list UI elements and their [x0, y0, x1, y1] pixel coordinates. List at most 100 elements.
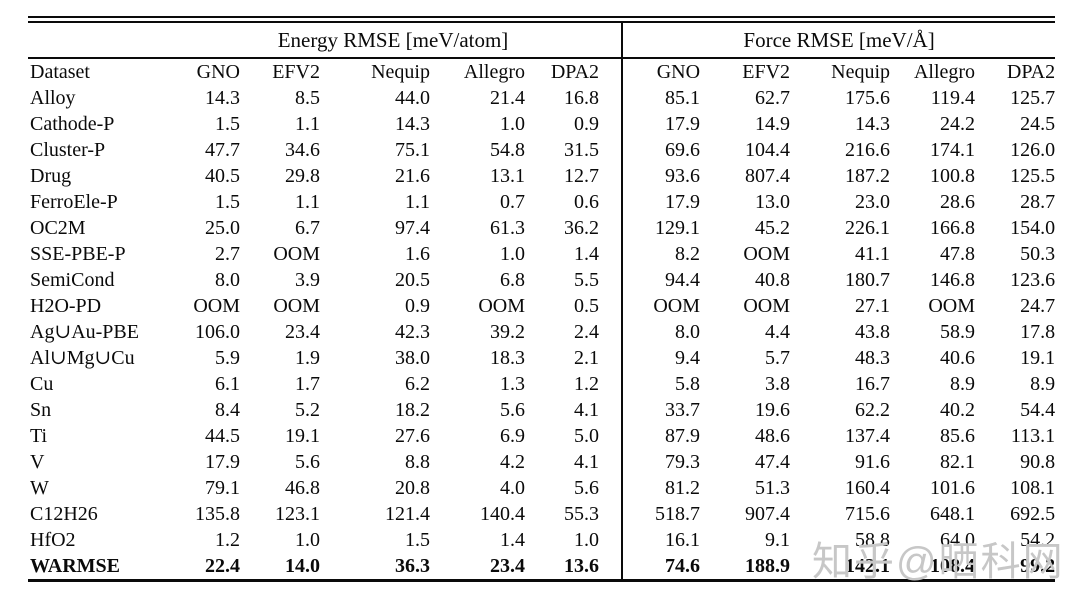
energy-rmse-value: 4.1 — [574, 451, 600, 473]
energy-model-header-allegro: Allegro — [463, 61, 525, 83]
energy-rmse-value: 55.3 — [564, 503, 600, 525]
table-row: FerroEle-P 1.5 1.1 1.1 0.7 0.6 17.9 13.0 23.0 28.… — [28, 189, 1055, 215]
force-rmse-value: 16.1 — [621, 527, 701, 553]
energy-rmse-value: 47.7 — [205, 139, 240, 161]
dataset-label: HfO2 — [30, 529, 76, 551]
table-row: Ag∪Au-PBE 106.0 23.4 42.3 39.2 2.4 8.0 4.4 43.8 5… — [28, 319, 1055, 345]
energy-rmse-value: 14.3 — [205, 87, 240, 109]
force-rmse-value: 93.6 — [621, 163, 701, 189]
energy-rmse-value: 2.4 — [574, 321, 600, 343]
energy-rmse-value: 29.8 — [285, 165, 320, 187]
energy-rmse-value: 1.2 — [215, 529, 240, 551]
table-row: Alloy 14.3 8.5 44.0 21.4 16.8 85.1 62.7 175.6 119… — [28, 85, 1055, 111]
energy-model-header-gno: GNO — [196, 61, 240, 83]
energy-rmse-value: 18.2 — [395, 399, 430, 421]
table-row: Cu 6.1 1.7 6.2 1.3 1.2 5.8 3.8 16.7 8.9 8.9 — [28, 371, 1055, 397]
energy-rmse-value: 44.0 — [395, 87, 430, 109]
dataset-label: H2O-PD — [30, 295, 102, 317]
force-rmse-value: 692.5 — [1010, 503, 1056, 525]
force-rmse-value: 24.7 — [1020, 295, 1056, 317]
force-rmse-value: 142.1 — [845, 555, 891, 577]
force-model-header-gno: GNO — [621, 58, 701, 85]
energy-rmse-value: 140.4 — [480, 503, 525, 525]
energy-rmse-value: 61.3 — [490, 217, 525, 239]
force-rmse-value: 648.1 — [930, 503, 976, 525]
force-rmse-value: 216.6 — [845, 139, 891, 161]
energy-rmse-value: 1.5 — [215, 191, 240, 213]
force-rmse-value: 104.4 — [745, 139, 791, 161]
energy-rmse-value: 13.1 — [490, 165, 525, 187]
force-rmse-value: 166.8 — [930, 217, 976, 239]
dataset-label: C12H26 — [30, 503, 98, 525]
force-rmse-value: 85.6 — [940, 425, 976, 447]
force-rmse-value: 187.2 — [845, 165, 891, 187]
force-rmse-value: 8.0 — [621, 319, 701, 345]
energy-rmse-value: 1.0 — [500, 243, 525, 265]
force-rmse-value: 8.9 — [1030, 373, 1056, 395]
energy-rmse-value: 5.9 — [215, 347, 240, 369]
force-rmse-value: 125.7 — [1010, 87, 1056, 109]
energy-rmse-value: 5.6 — [500, 399, 525, 421]
energy-rmse-value: 54.8 — [490, 139, 525, 161]
energy-model-header-efv2: EFV2 — [272, 61, 320, 83]
force-rmse-value: 28.6 — [940, 191, 976, 213]
force-rmse-value: 24.2 — [940, 113, 976, 135]
energy-rmse-value: 5.6 — [295, 451, 320, 473]
force-rmse-value: 126.0 — [1010, 139, 1056, 161]
energy-rmse-value: 6.1 — [215, 373, 240, 395]
force-rmse-value: 33.7 — [621, 397, 701, 423]
dataset-label: W — [30, 477, 49, 499]
table-row: OC2M 25.0 6.7 97.4 61.3 36.2 129.1 45.2 226.1 166… — [28, 215, 1055, 241]
energy-rmse-value: 40.5 — [205, 165, 240, 187]
energy-rmse-value: 20.8 — [395, 477, 430, 499]
force-rmse-value: 17.9 — [621, 111, 701, 137]
table-row: SSE-PBE-P 2.7 OOM 1.6 1.0 1.4 8.2 OOM 41.1 47.8 50… — [28, 241, 1055, 267]
force-rmse-value: 58.8 — [855, 529, 891, 551]
dataset-column-header: Dataset — [30, 61, 90, 83]
energy-rmse-value: 6.2 — [405, 373, 430, 395]
dataset-label: Ti — [30, 425, 48, 447]
force-group-header: Force RMSE [meV/Å] — [621, 23, 1056, 59]
force-rmse-value: 807.4 — [745, 165, 791, 187]
energy-model-header-dpa2: DPA2 — [550, 61, 600, 83]
table-row: HfO2 1.2 1.0 1.5 1.4 1.0 16.1 9.1 58.8 64.0 54.2 — [28, 527, 1055, 553]
energy-rmse-value: 1.1 — [295, 113, 320, 135]
force-rmse-value: 5.7 — [765, 347, 791, 369]
force-rmse-value: 47.8 — [940, 243, 976, 265]
energy-rmse-value: 4.0 — [500, 477, 525, 499]
energy-rmse-value: OOM — [273, 295, 320, 317]
energy-rmse-value: 0.7 — [500, 191, 525, 213]
energy-rmse-value: 0.6 — [574, 191, 600, 213]
dataset-label: SemiCond — [30, 269, 115, 291]
energy-rmse-value: 1.1 — [295, 191, 320, 213]
energy-rmse-value: 27.6 — [395, 425, 430, 447]
dataset-label: Sn — [30, 399, 52, 421]
energy-rmse-value: OOM — [478, 295, 525, 317]
force-rmse-value: 47.4 — [755, 451, 791, 473]
force-rmse-value: 180.7 — [845, 269, 891, 291]
dataset-label: Cluster-P — [30, 139, 106, 161]
force-rmse-value: OOM — [743, 243, 791, 265]
force-rmse-value: 5.8 — [621, 371, 701, 397]
dataset-label: OC2M — [30, 217, 86, 239]
energy-rmse-value: 1.0 — [574, 529, 600, 551]
force-rmse-value: 16.7 — [855, 373, 891, 395]
energy-rmse-value: 1.2 — [574, 373, 600, 395]
energy-rmse-value: 18.3 — [490, 347, 525, 369]
force-rmse-value: 51.3 — [755, 477, 791, 499]
force-rmse-value: 518.7 — [621, 501, 701, 527]
energy-rmse-value: 1.5 — [215, 113, 240, 135]
force-rmse-value: 50.3 — [1020, 243, 1056, 265]
force-rmse-value: 48.3 — [855, 347, 891, 369]
energy-rmse-value: 6.9 — [500, 425, 525, 447]
force-rmse-value: 13.0 — [755, 191, 791, 213]
energy-rmse-value: 34.6 — [285, 139, 320, 161]
dataset-label: WARMSE — [30, 555, 121, 577]
force-rmse-value: 907.4 — [745, 503, 791, 525]
table-row: V 17.9 5.6 8.8 4.2 4.1 79.3 47.4 91.6 82.1 90.8 — [28, 449, 1055, 475]
force-rmse-value: 14.3 — [855, 113, 891, 135]
dataset-label: Ag∪Au-PBE — [30, 321, 139, 343]
column-header-row: Dataset GNO EFV2 Nequip Allegro DPA2 GNO EFV2 N… — [28, 58, 1055, 85]
rmse-benchmark-table: Energy RMSE [meV/atom] Force RMSE [meV/Å… — [28, 23, 1056, 579]
